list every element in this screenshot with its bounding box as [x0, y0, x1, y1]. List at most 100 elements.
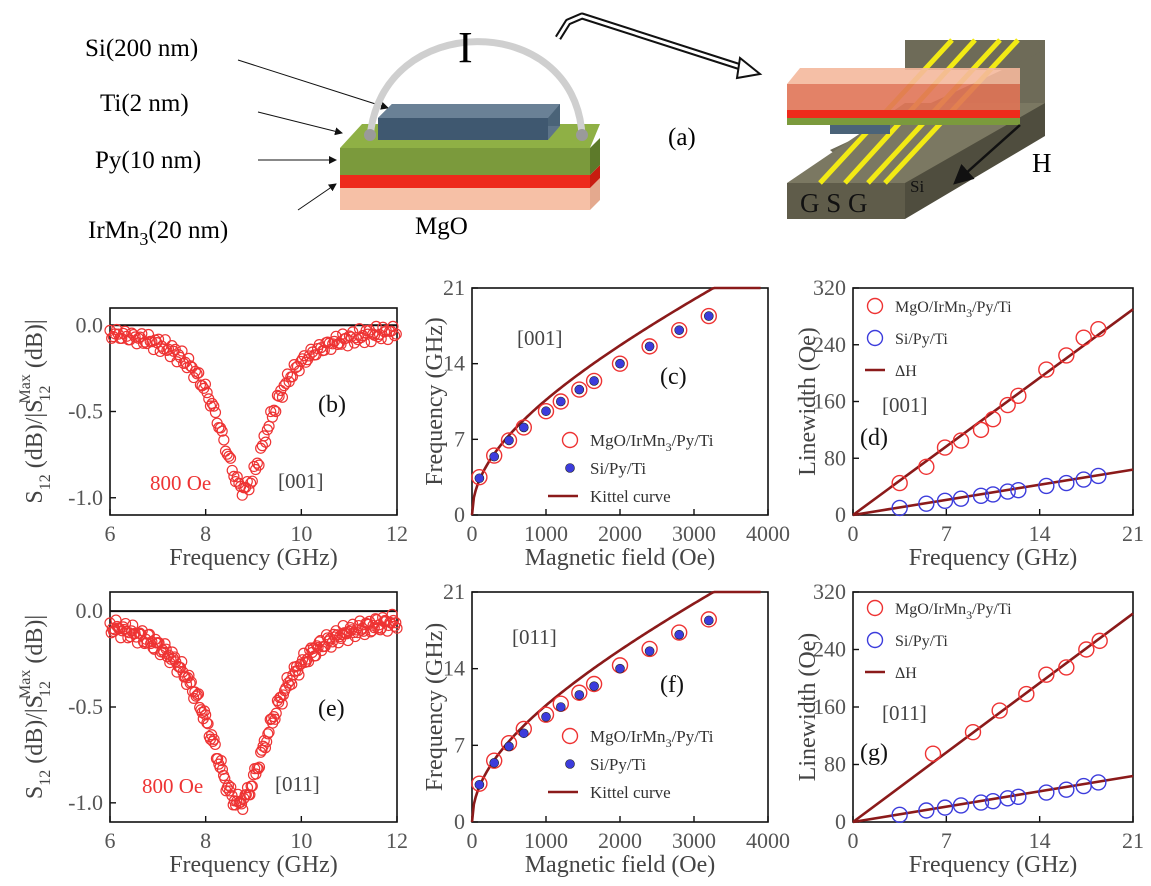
- data-point: [674, 629, 685, 640]
- data-point: [936, 799, 954, 816]
- data-point: [216, 425, 228, 437]
- data-point: [231, 471, 243, 483]
- data-point: [471, 775, 488, 792]
- data-point: [1010, 788, 1027, 806]
- data-point: [1091, 632, 1108, 650]
- legend-marker: [561, 727, 579, 745]
- panel-label: (f): [660, 672, 684, 698]
- data-point: [972, 794, 990, 811]
- data-point: [489, 451, 500, 462]
- data-point: [328, 335, 340, 347]
- y-tick-label: 80: [824, 445, 846, 470]
- data-point: [585, 372, 603, 390]
- data-point: [486, 752, 503, 769]
- data-point: [312, 641, 324, 654]
- legend-label: Si/Py/Ti: [895, 331, 948, 348]
- data-point: [999, 483, 1016, 500]
- data-point: [972, 487, 990, 505]
- y-tick-label: -0.5: [68, 399, 103, 424]
- y-axis-label: Frequency (GHz): [422, 317, 448, 486]
- x-axis-label: Magnetic field (Oe): [525, 852, 716, 878]
- data-point: [671, 624, 688, 641]
- annotation: 800 Oe: [142, 774, 203, 798]
- data-point: [295, 355, 307, 368]
- data-point: [1038, 784, 1055, 801]
- panel-label: (e): [318, 696, 345, 722]
- y-tick-label: 240: [813, 332, 846, 357]
- x-tick-label: 7: [941, 828, 952, 853]
- data-point: [537, 706, 555, 723]
- data-point: [276, 391, 289, 403]
- data-point: [245, 477, 257, 489]
- data-point: [671, 321, 688, 339]
- data-point: [555, 396, 566, 407]
- data-point: [246, 780, 258, 792]
- legend-marker: [561, 431, 579, 449]
- legend-marker: [866, 329, 884, 347]
- data-point: [160, 643, 172, 655]
- legend-marker: [866, 599, 884, 617]
- y-tick-label: 0: [835, 809, 846, 834]
- data-point: [518, 728, 529, 739]
- legend-text: MgO/IrMn: [590, 727, 666, 746]
- data-point: [253, 761, 266, 773]
- data-point: [936, 492, 954, 510]
- x-axis-label: Frequency (GHz): [909, 545, 1078, 571]
- data-point: [300, 356, 312, 368]
- x-tick-label: 1000: [524, 521, 568, 546]
- data-point: [641, 640, 658, 658]
- data-point: [226, 464, 238, 477]
- y-tick-label: 240: [813, 637, 846, 662]
- data-point: [268, 404, 280, 416]
- data-point: [162, 343, 175, 355]
- y-tick-label: 0.0: [76, 312, 104, 337]
- data-point: [615, 663, 625, 674]
- fit-line: [852, 774, 1134, 824]
- data-point: [1090, 774, 1107, 791]
- y-axis-label-part: S: [22, 490, 48, 503]
- y-axis-label-part: 12: [37, 474, 54, 490]
- data-point: [999, 396, 1016, 414]
- x-tick-label: 3000: [672, 828, 716, 853]
- data-point: [585, 675, 603, 693]
- data-point: [142, 328, 155, 341]
- data-point: [209, 406, 222, 419]
- data-point: [1058, 347, 1075, 364]
- y-axis-label-part: (dB)|: [22, 319, 48, 374]
- y-axis-label: S12 (dB)/|S12Max (dB)|: [17, 319, 54, 503]
- data-point: [329, 631, 341, 643]
- data-point: [611, 355, 629, 372]
- legend-text: 3: [666, 736, 672, 750]
- data-point: [159, 334, 171, 346]
- x-tick-label: 0: [467, 521, 478, 546]
- layer-label-ti: Ti(2 nm): [100, 90, 189, 117]
- data-point: [154, 345, 166, 358]
- annotation: [001]: [278, 469, 324, 493]
- data-point: [173, 349, 185, 361]
- data-point: [390, 328, 402, 340]
- legend-marker: [866, 631, 884, 649]
- data-point: [215, 754, 227, 767]
- data-point: [199, 378, 212, 390]
- data-point: [515, 419, 532, 436]
- legend-text: MgO/IrMn: [590, 431, 666, 450]
- y-tick-label: 14: [443, 351, 465, 376]
- data-point: [116, 332, 128, 344]
- data-point: [201, 717, 213, 729]
- chart-c: 0 1000 2000 3000 4000 0 7 14 21 Magnetic field (O…: [422, 275, 790, 571]
- data-point: [276, 698, 288, 710]
- data-point: [1038, 477, 1055, 495]
- y-tick-label: 80: [824, 752, 846, 777]
- y-tick-label: -1.0: [68, 485, 103, 510]
- data-point: [193, 367, 205, 379]
- legend-label: Si/Py/Ti: [895, 633, 948, 650]
- x-tick-label: 4000: [746, 521, 790, 546]
- data-point: [1090, 320, 1107, 338]
- x-axis-label: Frequency (GHz): [169, 545, 338, 571]
- data-point: [471, 468, 488, 486]
- x-axis-label: Frequency (GHz): [909, 852, 1078, 878]
- data-point: [191, 689, 203, 701]
